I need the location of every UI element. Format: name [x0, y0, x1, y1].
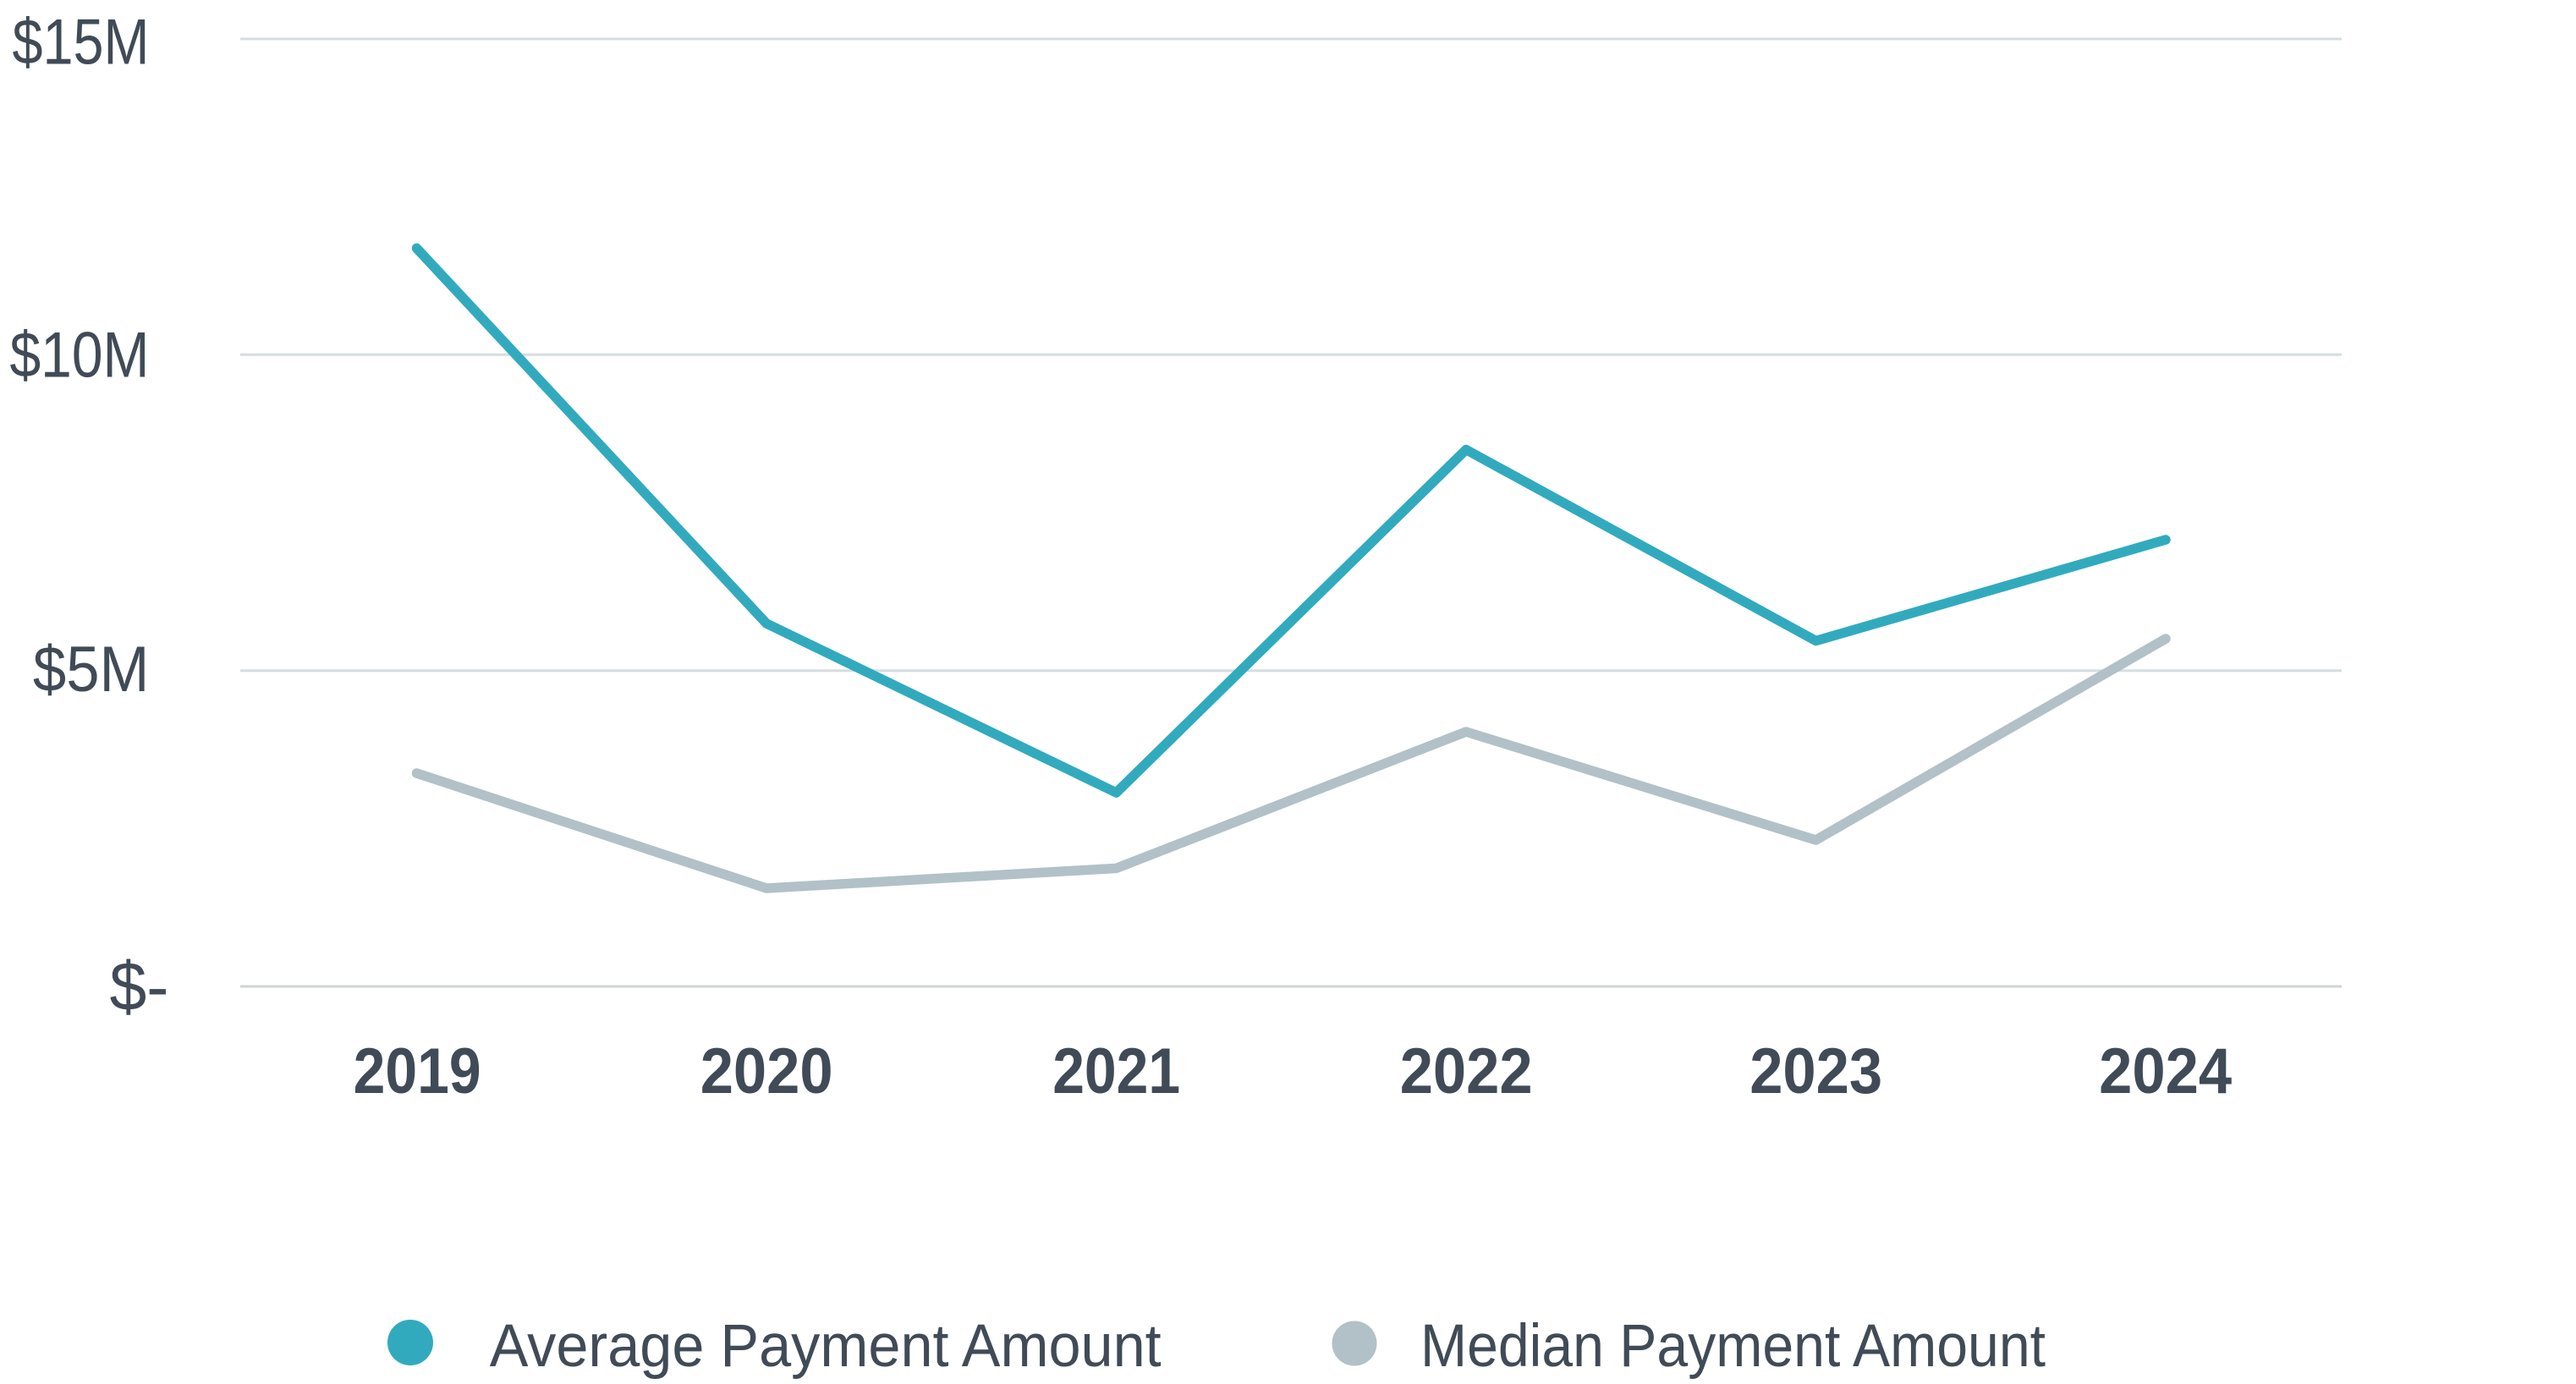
svg-text:$15M: $15M: [13, 7, 150, 79]
svg-text:2023: 2023: [1749, 1035, 1882, 1107]
svg-text:2020: 2020: [700, 1035, 833, 1107]
svg-text:Average Payment Amount: Average Payment Amount: [490, 1312, 1162, 1380]
svg-text:2022: 2022: [1400, 1035, 1533, 1107]
svg-text:Median Payment Amount: Median Payment Amount: [1420, 1312, 2046, 1380]
svg-text:$10M: $10M: [10, 320, 150, 392]
svg-text:2019: 2019: [354, 1035, 481, 1107]
svg-text:$5M: $5M: [33, 634, 150, 706]
svg-text:2024: 2024: [2099, 1035, 2232, 1107]
svg-text:2021: 2021: [1052, 1035, 1180, 1107]
svg-text:$-: $-: [110, 948, 169, 1025]
